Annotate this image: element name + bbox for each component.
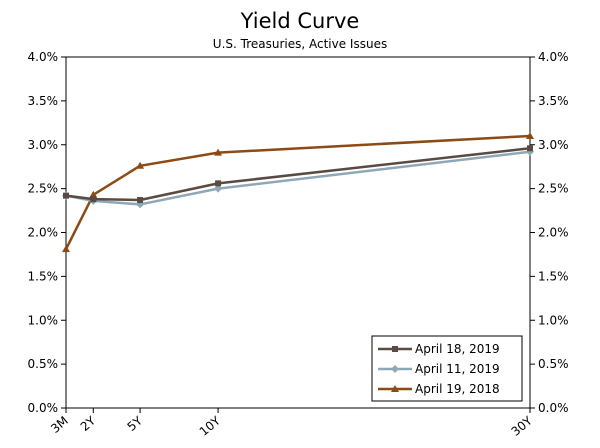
chart-subtitle: U.S. Treasuries, Active Issues [213, 37, 387, 51]
y-tick-label-left: 1.5% [28, 269, 59, 283]
data-point [136, 161, 145, 169]
legend-marker [391, 385, 399, 392]
y-tick-label-right: 1.5% [538, 269, 569, 283]
data-point [63, 192, 69, 199]
y-tick-label-right: 2.0% [538, 226, 569, 240]
x-axis: 3M 2Y 5Y 10Y 30Y [48, 408, 535, 439]
x-tick-label: 10Y [197, 413, 224, 439]
series-line [62, 131, 534, 253]
x-tick-label: 2Y [78, 413, 99, 434]
y-tick-label-left: 2.5% [28, 182, 59, 196]
y-tick-label-right: 0.5% [538, 357, 569, 371]
legend-item: April 19, 2018 [378, 382, 500, 396]
data-point [89, 190, 98, 198]
data-point [215, 180, 222, 187]
legend-label: April 18, 2019 [415, 342, 500, 356]
data-point [90, 196, 97, 203]
y-tick-label-right: 4.0% [538, 50, 569, 64]
legend-label: April 11, 2019 [415, 362, 500, 376]
data-point [214, 184, 223, 193]
y-tick-label-right: 0.0% [538, 401, 569, 415]
data-point [62, 245, 70, 253]
x-tick-label: 5Y [125, 413, 146, 434]
legend-marker [391, 365, 399, 373]
y-tick-label-left: 3.0% [28, 138, 59, 152]
y-tick-label-left: 1.0% [28, 313, 59, 327]
y-axis-left: 0.0% 0.5% 1.0% 1.5% 2.0% 2.5% 3.0% 3.5% 4.0% [28, 50, 66, 415]
series-line [63, 145, 533, 204]
x-tick-label: 3M [48, 414, 71, 436]
y-axis-right: 0.0% 0.5% 1.0% 1.5% 2.0% 2.5% 3.0% 3.5% 4.0% [530, 50, 569, 415]
chart-title: Yield Curve [240, 9, 360, 33]
y-tick-label-left: 0.5% [28, 357, 59, 371]
x-tick-label: 30Y [509, 413, 536, 439]
series-group [62, 131, 534, 253]
y-tick-label-right: 3.0% [538, 138, 569, 152]
legend-item: April 11, 2019 [378, 362, 500, 376]
legend-marker [392, 346, 398, 352]
y-tick-label-left: 2.0% [28, 226, 59, 240]
data-point [527, 145, 533, 152]
y-tick-label-right: 1.0% [538, 313, 569, 327]
legend-label: April 19, 2018 [415, 382, 500, 396]
legend: April 18, 2019 April 11, 2019 April 19, 20… [371, 335, 523, 402]
data-point [137, 197, 144, 204]
y-tick-label-left: 0.0% [28, 401, 59, 415]
legend-item: April 18, 2019 [378, 342, 500, 356]
y-tick-label-right: 2.5% [538, 182, 569, 196]
data-point [214, 148, 223, 156]
y-tick-label-right: 3.5% [538, 94, 569, 108]
y-tick-label-left: 3.5% [28, 94, 59, 108]
data-point [526, 131, 534, 139]
y-tick-label-left: 4.0% [28, 50, 59, 64]
